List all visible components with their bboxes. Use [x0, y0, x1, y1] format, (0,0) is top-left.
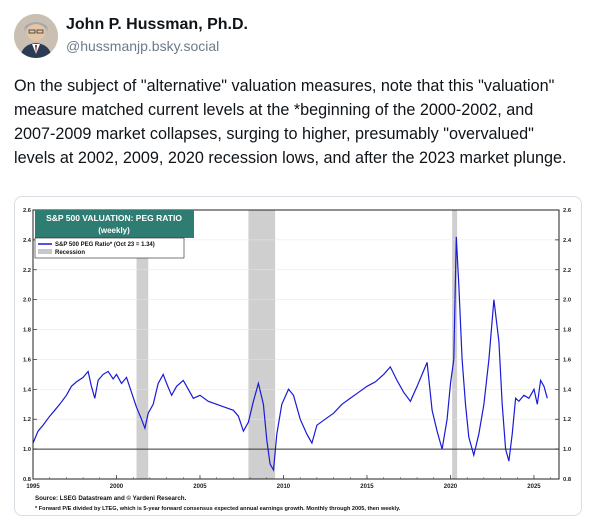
- y-tick-label-right: 1.0: [563, 447, 571, 453]
- y-tick-label-right: 1.6: [563, 357, 572, 363]
- y-tick-label-left: 1.4: [23, 387, 32, 393]
- chart-title-box: [35, 210, 194, 238]
- y-tick-label-left: 1.8: [23, 328, 32, 334]
- chart-legend: [34, 237, 185, 259]
- y-tick-label-right: 0.8: [563, 477, 572, 483]
- y-tick-label-right: 2.2: [563, 268, 571, 274]
- post-text: On the subject of "alternative" valuatio…: [14, 77, 567, 167]
- chart-source-note: Source: LSEG Datastream and © Yardeni Re…: [35, 495, 187, 502]
- y-tick-label-right: 1.2: [563, 417, 571, 423]
- chart-title: S&P 500 VALUATION: PEG RATIO: [46, 213, 182, 223]
- y-tick-label-left: 1.2: [23, 417, 31, 423]
- x-tick-label-2010: 2010: [277, 484, 291, 490]
- y-axis-left: 0.8 1.0 1.2 1.4 1.6 1.8 2.0 2.2 2.4 2.6: [23, 208, 37, 483]
- y-tick-label-left: 1.6: [23, 357, 32, 363]
- y-tick-label-right: 2.4: [563, 238, 572, 244]
- x-tick-label-2020: 2020: [444, 484, 458, 490]
- avatar[interactable]: [14, 14, 58, 58]
- x-axis: 1995 2000 2005 2010 2015 2020 2025: [26, 475, 551, 490]
- y-tick-label-left: 1.0: [23, 447, 31, 453]
- y-tick-label-right: 1.8: [563, 328, 572, 334]
- y-tick-label-right: 2.0: [563, 298, 571, 304]
- chart-footnote: * Forward P/E divided by LTEG, which is …: [35, 506, 401, 512]
- y-axis-right: 0.8 1.0 1.2 1.4 1.6 1.8 2.0 2.2 2.4 2.6: [555, 208, 572, 483]
- recession-bands: [136, 210, 458, 479]
- x-tick-label-1995: 1995: [26, 484, 40, 490]
- x-tick-label-2005: 2005: [193, 484, 207, 490]
- legend-swatch-recession: [38, 249, 52, 254]
- x-tick-label-2015: 2015: [360, 484, 374, 490]
- x-tick-label-2000: 2000: [110, 484, 124, 490]
- recession-band-2: [248, 210, 276, 479]
- peg-ratio-chart: 0.8 1.0 1.2 1.4 1.6 1.8 2.0 2.2 2.4 2.6 0.8 1.0 1.2…: [23, 208, 572, 512]
- recession-band-1: [136, 210, 149, 479]
- author-handle[interactable]: @hussmanjp.bsky.social: [66, 38, 220, 54]
- y-tick-label-right: 1.4: [563, 387, 572, 393]
- chart-subtitle: (weekly): [98, 226, 130, 235]
- y-tick-label-left: 0.8: [23, 477, 32, 483]
- y-tick-label-right: 2.6: [563, 208, 572, 214]
- x-tick-label-2025: 2025: [527, 484, 541, 490]
- legend-label-series: S&P 500 PEG Ratio* (Oct 23 = 1.34): [55, 242, 155, 248]
- y-tick-label-left: 2.4: [23, 238, 32, 244]
- plot-frame: [32, 209, 560, 480]
- author-name[interactable]: John P. Hussman, Ph.D.: [66, 16, 248, 33]
- y-tick-label-left: 2.6: [23, 208, 32, 214]
- legend-label-recession: Recession: [55, 250, 85, 256]
- series-line-peg-ratio: [32, 236, 548, 472]
- avatar-image: [14, 14, 58, 58]
- chart-image[interactable]: 0.8 1.0 1.2 1.4 1.6 1.8 2.0 2.2 2.4 2.6 0.8 1.0 1.2…: [14, 196, 582, 516]
- y-tick-label-left: 2.0: [23, 298, 31, 304]
- y-tick-label-left: 2.2: [23, 268, 31, 274]
